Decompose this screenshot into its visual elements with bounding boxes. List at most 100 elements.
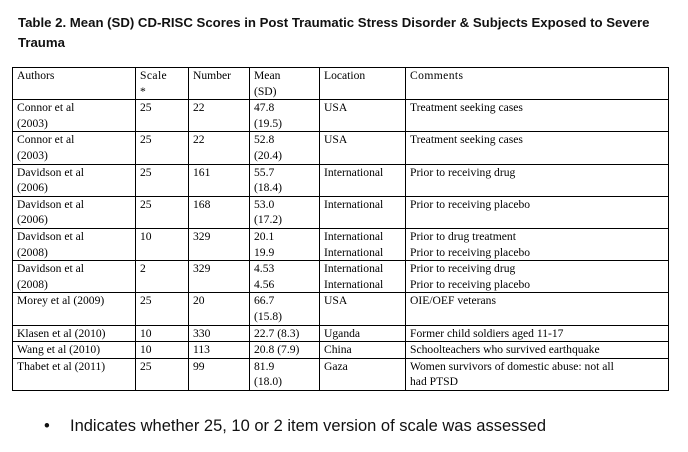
cell-mean-sd-line: 20.8 (7.9) bbox=[254, 343, 300, 357]
cell-number: 20 bbox=[188, 292, 250, 326]
cell-number: 329 bbox=[188, 260, 250, 294]
cell-location: International bbox=[319, 163, 406, 197]
cell-mean-sd-line: 81.9 bbox=[254, 359, 275, 373]
cell-mean-sd: 4.53 4.56 bbox=[249, 260, 320, 294]
cell-location-line: International bbox=[324, 229, 384, 243]
cell-mean-sd-line: 4.56 bbox=[254, 277, 275, 291]
cell-location-line: USA bbox=[324, 133, 348, 147]
column-header-label: Authors bbox=[17, 69, 55, 82]
cell-comments-line: Prior to receiving drug bbox=[410, 262, 516, 276]
column-header-location: Location bbox=[319, 66, 406, 101]
column-header-authors: Authors bbox=[12, 66, 136, 101]
cell-mean-sd-line: 47.8 bbox=[254, 101, 275, 115]
cell-mean-sd: 53.0 (17.2) bbox=[249, 195, 320, 229]
cell-mean-sd-line: (15.8) bbox=[254, 309, 283, 323]
cell-comments-line: Prior to receiving placebo bbox=[410, 197, 531, 211]
cell-author: Wang et al (2010) bbox=[12, 341, 136, 359]
cell-mean-sd: 22.7 (8.3) bbox=[249, 324, 320, 343]
cell-mean-sd-line: (18.0) bbox=[254, 375, 283, 389]
table-row: Davidson et al (2008) 2 329 4.53 4.56 Internat… bbox=[12, 260, 669, 294]
cell-comments-line: Treatment seeking cases bbox=[410, 101, 523, 115]
table-row: Connor et al (2003) 25 22 52.8 (20.4) USA Treat… bbox=[12, 131, 669, 165]
cell-location: USA bbox=[319, 292, 406, 326]
table-row: Wang et al (2010) 10 113 20.8 (7.9) China Sch… bbox=[12, 341, 669, 359]
cell-mean-sd-line: (17.2) bbox=[254, 213, 283, 227]
cell-number: 113 bbox=[188, 341, 250, 359]
cell-scale: 10 bbox=[135, 341, 189, 359]
cell-comments: Schoolteachers who survived earthquake bbox=[405, 341, 669, 359]
cell-scale: 25 bbox=[135, 195, 189, 229]
cell-number: 22 bbox=[188, 99, 250, 133]
cd-risc-scores-table: Authors Scale * Number Mean (SD) Location Comme… bbox=[12, 66, 669, 391]
cell-author-line: Thabet et al (2011) bbox=[17, 359, 106, 373]
cell-author-line: (2008) bbox=[17, 277, 48, 291]
cell-author-line: Davidson et al bbox=[17, 165, 84, 179]
cell-location: China bbox=[319, 341, 406, 359]
cell-comments: OIE/OEF veterans bbox=[405, 292, 669, 326]
cell-author: Davidson et al (2006) bbox=[12, 163, 136, 197]
cell-location-line: International bbox=[324, 262, 384, 276]
cell-mean-sd-line: 55.7 bbox=[254, 165, 275, 179]
cell-author: Connor et al (2003) bbox=[12, 99, 136, 133]
cell-comments-line: OIE/OEF veterans bbox=[410, 294, 496, 308]
cell-location: Gaza bbox=[319, 357, 406, 391]
cell-mean-sd-line: 52.8 bbox=[254, 133, 275, 147]
cell-author-line: (2003) bbox=[17, 116, 48, 130]
cell-author: Connor et al (2003) bbox=[12, 131, 136, 165]
column-header-label: Location bbox=[324, 69, 366, 82]
cell-mean-sd: 20.1 19.9 bbox=[249, 227, 320, 262]
cell-author-line: (2008) bbox=[17, 245, 48, 259]
cell-scale: 2 bbox=[135, 260, 189, 294]
cell-author: Morey et al (2009) bbox=[12, 292, 136, 326]
table-row: Davidson et al (2008) 10 329 20.1 19.9 Interna… bbox=[12, 227, 669, 262]
cell-comments-line: Prior to receiving placebo bbox=[410, 245, 531, 259]
cell-mean-sd-line: 20.1 bbox=[254, 229, 275, 243]
cell-comments-line: had PTSD bbox=[410, 375, 458, 389]
cell-author-line: Davidson et al bbox=[17, 262, 84, 276]
column-header-comments: Comments bbox=[405, 66, 669, 101]
cell-location: Uganda bbox=[319, 324, 406, 343]
cell-location-line: Uganda bbox=[324, 326, 361, 340]
column-header-number: Number bbox=[188, 66, 250, 101]
cell-comments-line: Prior to receiving placebo bbox=[410, 277, 531, 291]
cell-mean-sd: 47.8 (19.5) bbox=[249, 99, 320, 133]
column-header-label: Scale bbox=[140, 69, 168, 82]
cell-mean-sd-line: (18.4) bbox=[254, 181, 283, 195]
cell-location-line: USA bbox=[324, 294, 348, 308]
cell-number: 168 bbox=[188, 195, 250, 229]
cell-location-line: Gaza bbox=[324, 359, 348, 373]
cell-author-line: Connor et al bbox=[17, 101, 75, 115]
cell-mean-sd: 20.8 (7.9) bbox=[249, 341, 320, 359]
cell-location: International bbox=[319, 195, 406, 229]
cell-location-line: International bbox=[324, 165, 384, 179]
footnote-text: Indicates whether 25, 10 or 2 item versi… bbox=[70, 417, 546, 435]
cell-mean-sd-line: (20.4) bbox=[254, 148, 283, 162]
cell-comments-line: Former child soldiers aged 11-17 bbox=[410, 326, 564, 340]
cell-location: International International bbox=[319, 227, 406, 262]
cell-scale: 25 bbox=[135, 99, 189, 133]
cell-author-line: Klasen et al (2010) bbox=[17, 326, 106, 340]
column-header-scale: Scale * bbox=[135, 66, 189, 101]
cell-location-line: USA bbox=[324, 101, 348, 115]
column-header-sublabel: * bbox=[140, 84, 147, 98]
cell-comments: Former child soldiers aged 11-17 bbox=[405, 324, 669, 343]
cell-comments: Prior to drug treatment Prior to receivin… bbox=[405, 227, 669, 262]
cell-author: Davidson et al (2008) bbox=[12, 260, 136, 294]
cell-comments: Prior to receiving placebo bbox=[405, 195, 669, 229]
cell-comments-line: Women survivors of domestic abuse: not a… bbox=[410, 359, 614, 373]
cell-mean-sd-line: 19.9 bbox=[254, 245, 275, 259]
table-row: Morey et al (2009) 25 20 66.7 (15.8) USA OIE/O… bbox=[12, 292, 669, 326]
cell-mean-sd-line: 22.7 (8.3) bbox=[254, 326, 300, 340]
cell-comments-line: Treatment seeking cases bbox=[410, 133, 523, 147]
cell-location-line: International bbox=[324, 245, 384, 259]
cell-comments-line: Schoolteachers who survived earthquake bbox=[410, 343, 600, 357]
cell-comments-line: Prior to receiving drug bbox=[410, 165, 516, 179]
cell-location: USA bbox=[319, 99, 406, 133]
cell-author: Davidson et al (2008) bbox=[12, 227, 136, 262]
cell-comments: Women survivors of domestic abuse: not a… bbox=[405, 357, 669, 391]
cell-author-line: (2006) bbox=[17, 213, 48, 227]
table-header: Authors Scale * Number Mean (SD) Location Comme… bbox=[12, 66, 669, 101]
cell-author: Davidson et al (2006) bbox=[12, 195, 136, 229]
table-row: Connor et al (2003) 25 22 47.8 (19.5) USA Treat… bbox=[12, 99, 669, 133]
cell-location: International International bbox=[319, 260, 406, 294]
